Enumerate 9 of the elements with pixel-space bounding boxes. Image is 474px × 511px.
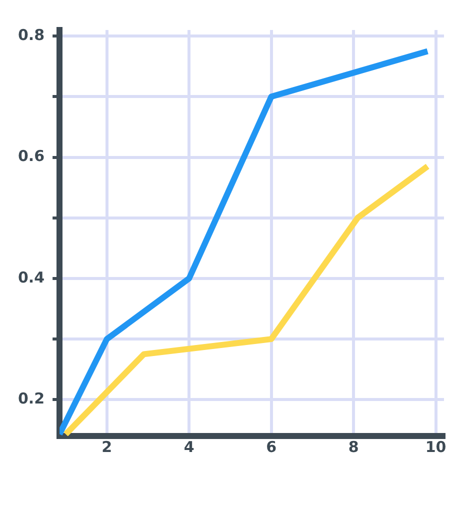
y-tick-label: 0.8	[18, 26, 45, 44]
x-tick-label: 8	[348, 438, 359, 456]
x-tick-label: 4	[184, 438, 194, 456]
y-tick-label: 0.2	[18, 390, 45, 408]
x-tick-label: 10	[425, 438, 446, 456]
y-tick-label: 0.4	[18, 268, 45, 286]
x-tick-label: 6	[266, 438, 277, 456]
y-tick-label: 0.6	[18, 147, 45, 166]
x-tick-label: 2	[102, 438, 112, 456]
